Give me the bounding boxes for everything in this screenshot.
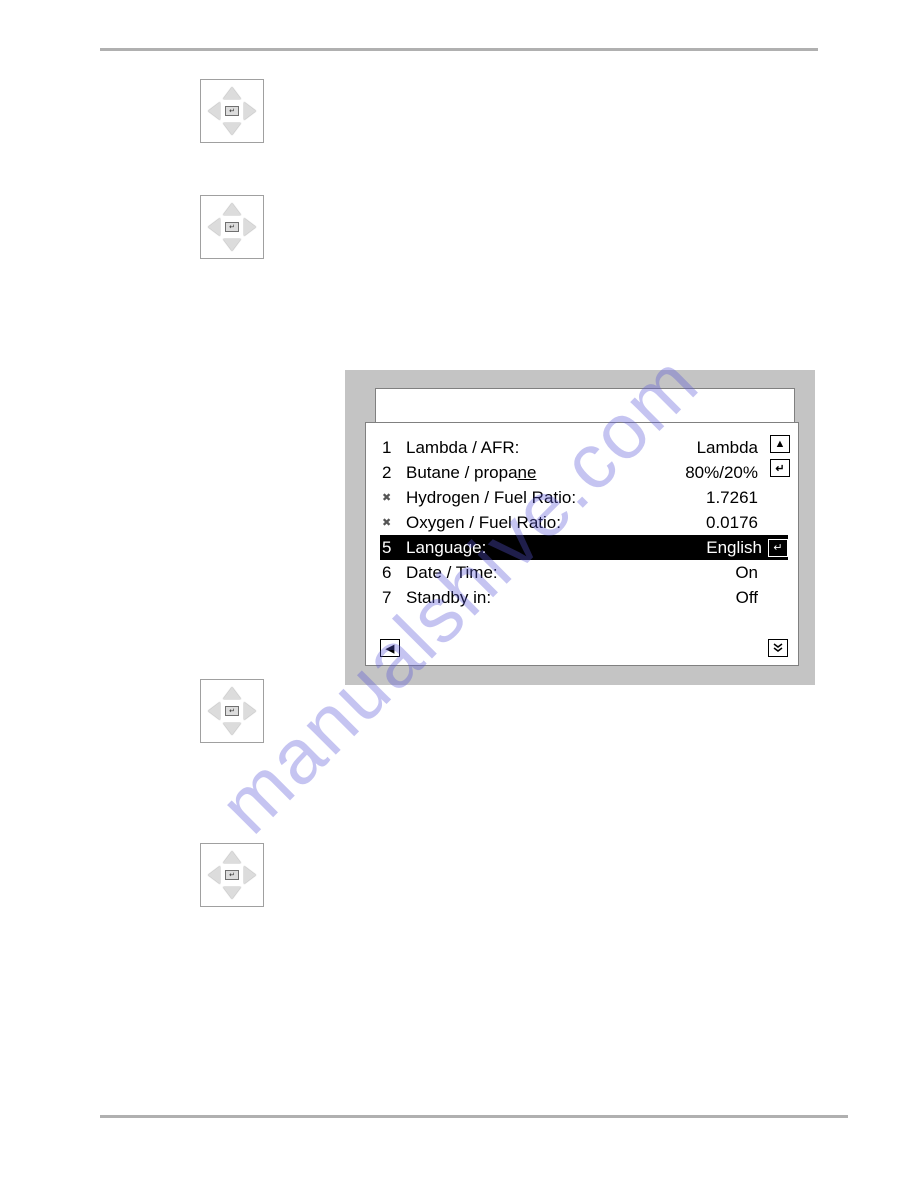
menu-row[interactable]: 1Lambda / AFR:Lambda [380, 435, 788, 460]
dpad-icon-1-wrap: ↵ [100, 79, 818, 143]
menu-row[interactable]: 6Date / Time:On [380, 560, 788, 585]
row-label: Standby in: [406, 588, 736, 608]
rule-bottom [100, 1115, 848, 1118]
dpad-icon: ↵ [200, 679, 264, 743]
menu-row[interactable]: ✖Oxygen / Fuel Ratio:0.0176 [380, 510, 788, 535]
page-down-icon[interactable] [768, 639, 788, 657]
bullet-icon: ✖ [382, 491, 406, 504]
dpad-icon: ↵ [200, 843, 264, 907]
dpad-icon-2-wrap: ↵ [100, 195, 818, 259]
row-label: Oxygen / Fuel Ratio: [406, 513, 706, 533]
enter-icon: ↵ [768, 539, 788, 557]
row-value: 0.0176 [706, 513, 788, 533]
dpad-icon: ↵ [200, 195, 264, 259]
row-label: Date / Time: [406, 563, 735, 583]
dpad-icon: ↵ [200, 79, 264, 143]
menu-row[interactable]: 5Language:English↵ [380, 535, 788, 560]
enter-icon[interactable]: ↵ [770, 459, 790, 477]
lcd-back-panel [375, 388, 795, 426]
rule-top [100, 48, 818, 51]
row-label: Butane / propane [406, 463, 685, 483]
row-label: Language: [406, 538, 706, 558]
bullet-icon: ✖ [382, 516, 406, 529]
row-number: 1 [382, 438, 406, 458]
row-label: Hydrogen / Fuel Ratio: [406, 488, 706, 508]
menu-row[interactable]: 7Standby in:Off [380, 585, 788, 610]
lcd-frame: ▲ ↵ 1Lambda / AFR:Lambda2Butane / propan… [345, 370, 815, 685]
row-number: 2 [382, 463, 406, 483]
scroll-up-icon[interactable]: ▲ [770, 435, 790, 453]
menu-row[interactable]: ✖Hydrogen / Fuel Ratio:1.7261 [380, 485, 788, 510]
row-value: 1.7261 [706, 488, 788, 508]
row-value: Off [736, 588, 788, 608]
row-value: English [706, 538, 764, 558]
lcd-bottom-icons: ◀ [380, 639, 788, 657]
back-icon[interactable]: ◀ [380, 639, 400, 657]
lcd-side-icons: ▲ ↵ [770, 435, 790, 477]
row-number: 5 [382, 538, 406, 558]
dpad-icon-4-wrap: ↵ [100, 843, 818, 907]
menu-row[interactable]: 2Butane / propane80%/20% [380, 460, 788, 485]
row-number: 7 [382, 588, 406, 608]
lcd-panel: ▲ ↵ 1Lambda / AFR:Lambda2Butane / propan… [365, 422, 799, 666]
row-label: Lambda / AFR: [406, 438, 697, 458]
dpad-icon-3-wrap: ↵ [100, 679, 818, 743]
row-value: On [735, 563, 788, 583]
page: ↵ ↵ ↵ [0, 0, 918, 1188]
row-number: 6 [382, 563, 406, 583]
